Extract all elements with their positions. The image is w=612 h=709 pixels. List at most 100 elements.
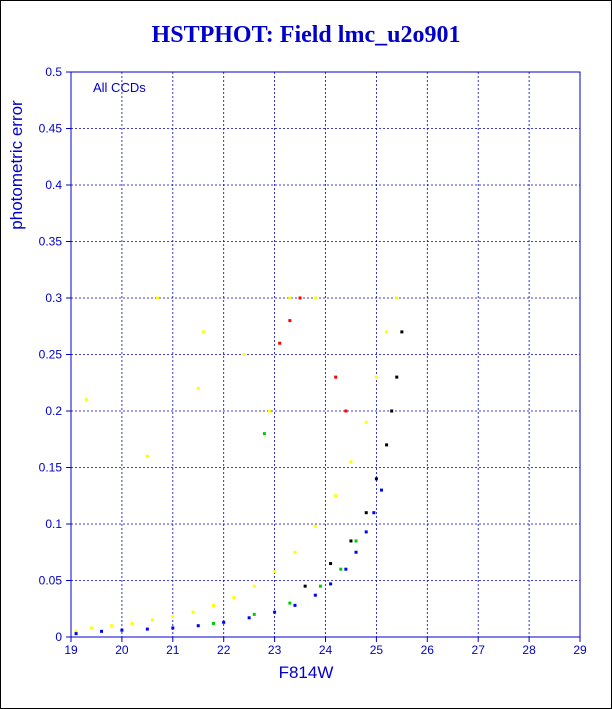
data-point bbox=[171, 626, 175, 630]
series-3 bbox=[212, 432, 358, 625]
data-point bbox=[372, 511, 376, 515]
data-point bbox=[293, 550, 297, 554]
x-tick-label: 25 bbox=[370, 643, 384, 657]
y-tick-label: 0.05 bbox=[39, 574, 63, 588]
data-point bbox=[298, 296, 302, 300]
series-2 bbox=[303, 330, 404, 588]
data-point bbox=[385, 330, 389, 334]
data-point bbox=[74, 632, 78, 636]
x-tick-label: 21 bbox=[166, 643, 180, 657]
x-tick-label: 29 bbox=[573, 643, 587, 657]
series-0 bbox=[74, 296, 399, 633]
x-tick-label: 22 bbox=[217, 643, 231, 657]
data-point bbox=[339, 567, 343, 571]
data-point bbox=[196, 624, 200, 628]
series-4 bbox=[278, 296, 348, 413]
data-point bbox=[262, 432, 266, 436]
grid bbox=[71, 72, 580, 637]
data-point bbox=[145, 454, 149, 458]
data-point bbox=[374, 375, 378, 379]
data-point bbox=[303, 584, 307, 588]
data-point bbox=[334, 375, 338, 379]
data-point bbox=[273, 610, 277, 614]
data-point bbox=[313, 296, 317, 300]
data-point bbox=[232, 595, 236, 599]
data-point bbox=[400, 330, 404, 334]
y-tick-label: 0.2 bbox=[45, 404, 62, 418]
chart-title: HSTPHOT: Field lmc_u2o901 bbox=[151, 22, 461, 48]
y-tick-label: 0.3 bbox=[45, 291, 62, 305]
data-point bbox=[252, 612, 256, 616]
y-tick-label: 0.4 bbox=[45, 178, 62, 192]
data-point bbox=[364, 530, 368, 534]
data-point bbox=[145, 627, 149, 631]
data-point bbox=[242, 353, 246, 356]
data-point bbox=[201, 330, 205, 334]
data-point bbox=[268, 409, 272, 413]
x-tick-label: 19 bbox=[64, 643, 78, 657]
x-tick-label: 27 bbox=[472, 643, 486, 657]
data-point bbox=[344, 567, 348, 571]
data-point bbox=[349, 460, 353, 464]
data-point bbox=[395, 296, 399, 300]
data-point bbox=[313, 524, 317, 528]
data-point bbox=[110, 624, 114, 628]
annotation-label: All CCDs bbox=[93, 80, 146, 95]
data-point bbox=[288, 296, 292, 300]
data-point bbox=[150, 618, 154, 622]
data-point bbox=[329, 562, 333, 566]
data-point bbox=[288, 319, 292, 323]
x-tick-label: 28 bbox=[522, 643, 536, 657]
y-tick-label: 0 bbox=[55, 630, 62, 644]
data-point bbox=[329, 582, 333, 586]
data-point bbox=[222, 620, 226, 624]
y-tick-label: 0.45 bbox=[39, 122, 63, 136]
x-tick-label: 26 bbox=[421, 643, 435, 657]
data-point bbox=[364, 420, 368, 424]
data-point bbox=[156, 296, 160, 300]
x-axis-ticks: 19 20 21 22 23 24 25 26 27 28 29 bbox=[64, 637, 587, 657]
data-point bbox=[395, 375, 399, 379]
data-point bbox=[354, 550, 358, 554]
data-point bbox=[278, 341, 282, 345]
x-tick-label: 23 bbox=[268, 643, 282, 657]
data-point bbox=[344, 409, 348, 413]
x-tick-label: 24 bbox=[319, 643, 333, 657]
data-point bbox=[84, 398, 88, 402]
data-point bbox=[364, 511, 368, 515]
y-tick-label: 0.15 bbox=[39, 461, 63, 475]
data-point bbox=[100, 629, 104, 633]
data-point bbox=[374, 477, 378, 481]
data-point bbox=[212, 621, 216, 625]
data-point bbox=[379, 488, 383, 492]
series-1 bbox=[74, 488, 383, 636]
data-point bbox=[252, 584, 256, 588]
data-point bbox=[385, 443, 389, 447]
x-tick-label: 20 bbox=[115, 643, 129, 657]
data-point bbox=[130, 621, 134, 625]
data-point bbox=[313, 593, 317, 597]
y-tick-label: 0.1 bbox=[45, 517, 62, 531]
data-point bbox=[288, 601, 292, 605]
data-point bbox=[354, 539, 358, 543]
data-point bbox=[191, 610, 195, 614]
data-point bbox=[349, 539, 353, 543]
y-axis-ticks: 0 0.05 0.1 0.15 0.2 0.25 0.3 0.35 0.4 0.45 0.5 bbox=[39, 65, 71, 644]
y-tick-label: 0.5 bbox=[45, 65, 62, 79]
data-point bbox=[196, 386, 200, 390]
data-point bbox=[89, 626, 93, 630]
data-point bbox=[334, 494, 338, 498]
y-tick-label: 0.25 bbox=[39, 348, 63, 362]
data-point bbox=[74, 629, 78, 633]
data-point bbox=[171, 615, 175, 619]
data-point bbox=[247, 616, 251, 620]
x-axis-label: F814W bbox=[279, 663, 334, 682]
data-point bbox=[212, 603, 216, 607]
data-point bbox=[318, 584, 322, 588]
data-points bbox=[74, 296, 404, 636]
y-axis-label: photometric error bbox=[7, 100, 26, 230]
data-point bbox=[390, 409, 394, 413]
data-point bbox=[120, 628, 124, 632]
